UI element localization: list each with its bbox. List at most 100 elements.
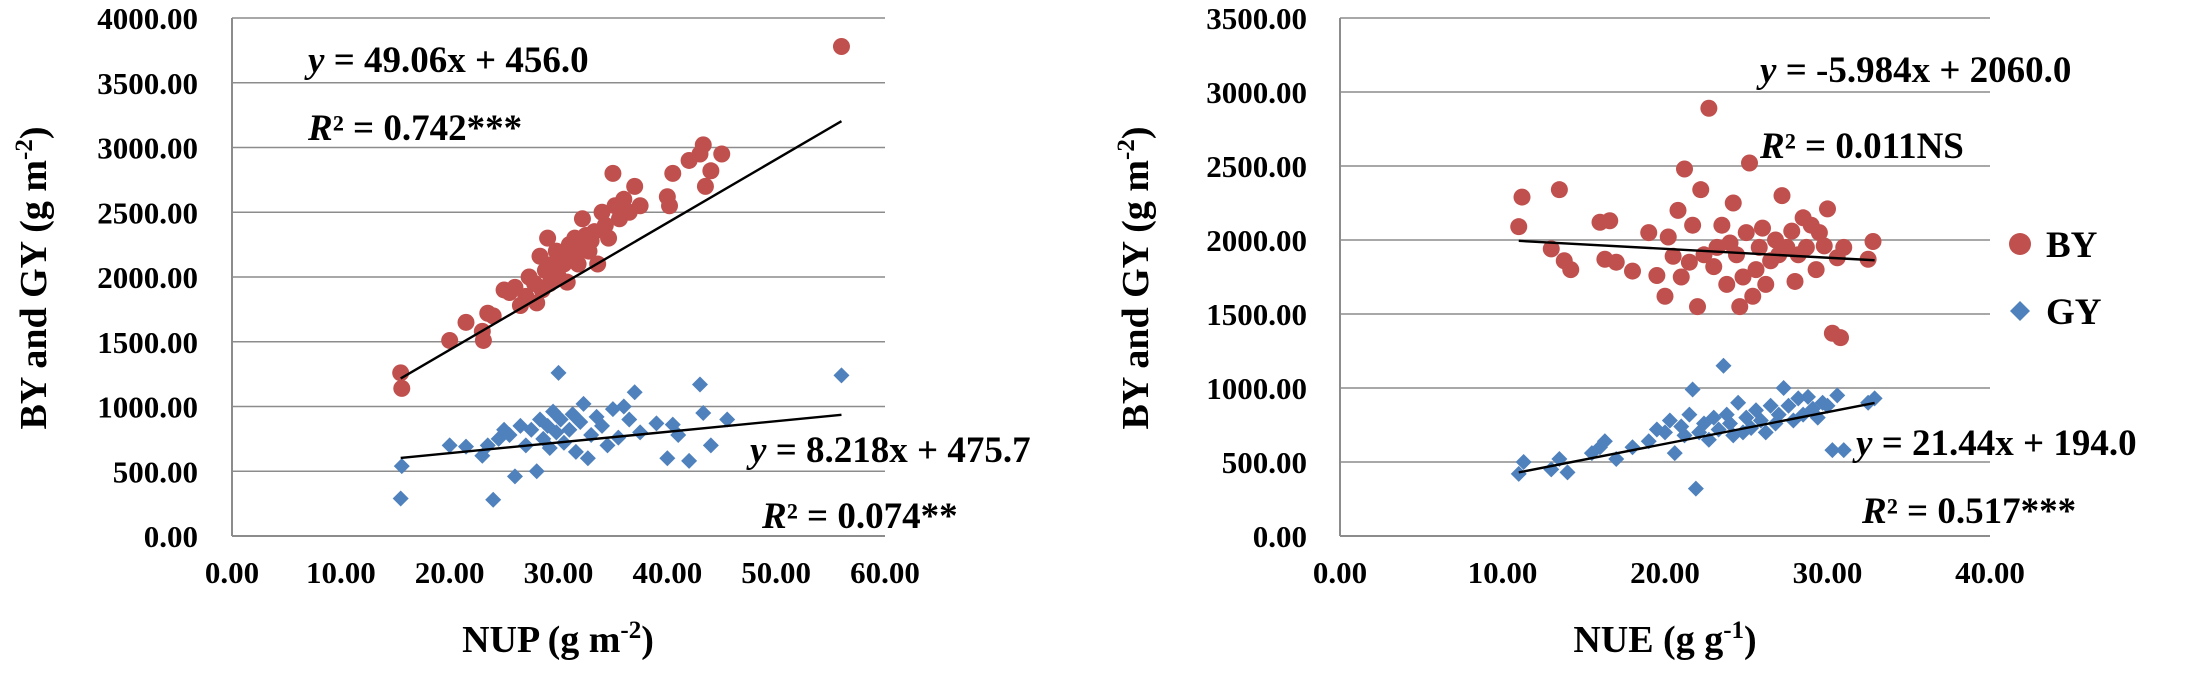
point-by: [1684, 216, 1702, 234]
point-by: [1659, 228, 1677, 246]
point-by: [1672, 268, 1690, 286]
by-equation-annotation: y = 49.06x + 456.0: [304, 40, 589, 81]
x-tick-label: 20.00: [1630, 555, 1700, 590]
point-by: [596, 216, 614, 234]
point-gy: [441, 437, 458, 454]
point-gy: [1757, 424, 1774, 441]
by-equation-annotation: y = -5.984x + 2060.0: [1756, 50, 2071, 91]
trendline-gy: [400, 413, 842, 460]
x-tick-label: 40.00: [632, 555, 702, 590]
by-r2-annotation: R² = 0.742***: [307, 108, 522, 149]
point-by: [1542, 240, 1560, 258]
point-by: [1737, 224, 1755, 242]
point-gy: [691, 376, 708, 393]
point-by: [1601, 212, 1619, 230]
legend-label-by: BY: [2046, 225, 2098, 266]
point-gy: [579, 450, 596, 467]
point-by: [702, 162, 720, 180]
y-axis-title: BY and GY (g m-2): [11, 126, 55, 429]
point-gy: [393, 458, 410, 475]
point-gy: [632, 424, 649, 441]
point-gy: [626, 384, 643, 401]
point-by: [1624, 262, 1641, 280]
point-by: [604, 164, 622, 182]
point-by: [1747, 261, 1765, 279]
y-tick-label: 1500.00: [1206, 297, 1307, 332]
point-gy: [528, 463, 545, 480]
point-gy: [1715, 357, 1732, 374]
point-gy: [1829, 387, 1846, 404]
point-by: [441, 331, 459, 349]
point-gy: [572, 414, 589, 431]
point-gy: [1657, 424, 1673, 441]
point-by: [1797, 238, 1815, 256]
point-gy: [501, 426, 518, 443]
y-tick-label: 1000.00: [1206, 371, 1307, 406]
point-gy: [1762, 397, 1779, 414]
point-gy: [1770, 406, 1787, 423]
point-by: [569, 255, 587, 273]
point-by: [1664, 247, 1682, 265]
trendline-gy: [1518, 401, 1875, 474]
point-by: [1832, 329, 1849, 347]
y-tick-label: 0.00: [1253, 519, 1307, 554]
y-tick-label: 2500.00: [97, 195, 198, 230]
point-gy: [695, 404, 712, 421]
point-by: [1835, 238, 1853, 256]
point-gy: [1559, 464, 1576, 481]
series-by: [392, 37, 850, 397]
point-by: [392, 364, 410, 382]
point-by: [1513, 188, 1531, 206]
point-by: [1700, 99, 1718, 117]
point-by: [696, 177, 714, 195]
point-gy: [1790, 390, 1807, 407]
point-by: [1648, 267, 1666, 285]
point-by: [1731, 298, 1749, 316]
point-gy: [1510, 465, 1527, 482]
point-by: [1607, 253, 1625, 271]
x-tick-label: 10.00: [1468, 555, 1538, 590]
point-by: [713, 145, 731, 163]
point-by: [1550, 181, 1568, 199]
point-by: [539, 229, 557, 247]
point-by: [1819, 200, 1836, 218]
point-gy: [1661, 412, 1678, 429]
point-by: [1734, 268, 1752, 286]
point-gy: [1835, 442, 1852, 459]
y-tick-label: 4000.00: [97, 1, 198, 36]
point-gy: [567, 443, 584, 460]
point-gy: [392, 490, 409, 507]
point-by: [1786, 272, 1804, 290]
point-by: [474, 331, 492, 349]
point-gy: [1775, 380, 1792, 396]
point-gy: [702, 437, 719, 454]
point-by: [1669, 201, 1687, 219]
gy-equation-annotation: y = 8.218x + 475.7: [746, 430, 1031, 471]
point-gy: [1687, 480, 1704, 497]
trendline-by: [400, 120, 843, 380]
y-tick-label: 3500.00: [97, 66, 198, 101]
series-by: [1510, 99, 1882, 347]
point-by: [664, 164, 682, 182]
point-by: [1810, 224, 1828, 242]
y-axis-title: BY and GY (g m-2): [1113, 126, 1157, 429]
gy-r2-annotation: R² = 0.074**: [761, 496, 958, 537]
legend-label-gy: GY: [2046, 292, 2102, 333]
y-tick-label: 1000.00: [97, 390, 198, 425]
point-gy: [719, 411, 736, 428]
point-by: [1815, 237, 1833, 255]
point-gy: [1684, 381, 1701, 398]
point-by: [1744, 287, 1762, 305]
point-by: [1750, 238, 1768, 256]
point-gy: [1800, 388, 1816, 405]
point-by: [1783, 222, 1801, 240]
x-tick-label: 0.00: [205, 555, 259, 590]
chart-panel-2: 0.00 500.00 1000.00 1500.00 2000.00 2500.00 30…: [1113, 1, 2137, 661]
point-by: [832, 37, 850, 55]
x-tick-label: 50.00: [741, 555, 811, 590]
point-by: [573, 210, 591, 228]
point-by: [631, 197, 649, 215]
x-tick-label: 10.00: [306, 555, 376, 590]
y-tick-label: 3500.00: [1206, 1, 1307, 36]
